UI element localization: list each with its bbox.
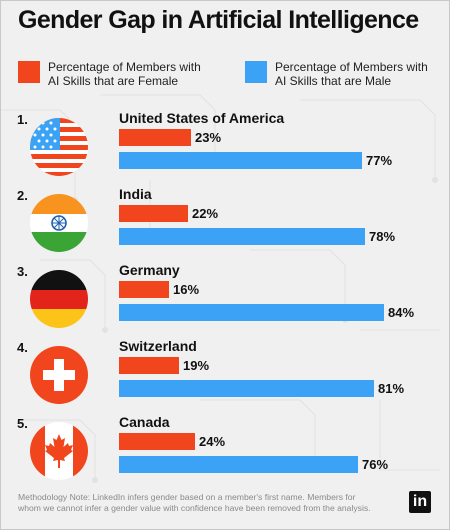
bar-male <box>119 228 365 245</box>
country-row-germany: 3. Germany 16% 84% <box>0 262 450 344</box>
bar-female <box>119 281 169 298</box>
rank-label: 2. <box>17 188 28 203</box>
legend-swatch-female <box>18 61 40 83</box>
rank-label: 5. <box>17 416 28 431</box>
country-row-switzerland: 4. Switzerland 19% 81% <box>0 338 450 420</box>
bar-female <box>119 357 179 374</box>
data-label-male: 77% <box>366 153 393 168</box>
india-flag-icon <box>30 194 88 252</box>
country-row-india: 2. India 22% 78% <box>0 186 450 268</box>
bar-male <box>119 152 362 169</box>
data-label-female: 19% <box>183 358 210 373</box>
country-row-canada: 5. Canada 24% 76% <box>0 414 450 496</box>
rank-label: 3. <box>17 264 28 279</box>
data-label-female: 16% <box>173 282 200 297</box>
data-label-female: 23% <box>195 130 222 145</box>
rank-label: 4. <box>17 340 28 355</box>
data-label-male: 84% <box>388 305 415 320</box>
us-flag-icon <box>30 118 88 176</box>
legend-female: Percentage of Members with AI Skills tha… <box>18 60 208 88</box>
country-row-united-states-of-america: 1. United States of America 23% 77% <box>0 110 450 192</box>
country-label: Germany <box>119 262 180 278</box>
data-label-male: 78% <box>369 229 396 244</box>
legend-swatch-male <box>245 61 267 83</box>
bar-male <box>119 456 358 473</box>
bar-female <box>119 205 188 222</box>
data-label-female: 24% <box>199 434 226 449</box>
data-label-male: 81% <box>378 381 405 396</box>
data-label-female: 22% <box>192 206 219 221</box>
legend-label-female: Percentage of Members with AI Skills tha… <box>48 60 201 88</box>
country-label: Switzerland <box>119 338 197 354</box>
bar-female <box>119 129 191 146</box>
switzerland-flag-icon <box>30 346 88 404</box>
canada-flag-icon <box>30 422 88 480</box>
germany-flag-icon <box>30 270 88 328</box>
country-label: India <box>119 186 152 202</box>
country-label: Canada <box>119 414 170 430</box>
methodology-note: Methodology Note: LinkedIn infers gender… <box>18 492 371 513</box>
bar-female <box>119 433 195 450</box>
bar-male <box>119 304 384 321</box>
legend-male: Percentage of Members with AI Skills tha… <box>245 60 435 88</box>
country-label: United States of America <box>119 110 285 126</box>
bar-male <box>119 380 374 397</box>
data-label-male: 76% <box>362 457 389 472</box>
legend-label-male: Percentage of Members with AI Skills tha… <box>275 60 428 88</box>
linkedin-logo-icon: in <box>409 491 431 513</box>
chart-title: Gender Gap in Artificial Intelligence <box>18 6 419 34</box>
rank-label: 1. <box>17 112 28 127</box>
